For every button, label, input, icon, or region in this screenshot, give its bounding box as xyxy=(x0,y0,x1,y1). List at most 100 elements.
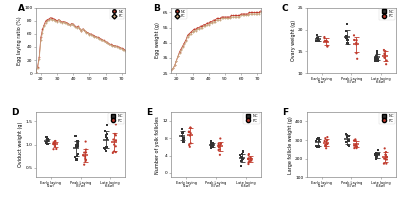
Point xyxy=(217,143,224,146)
Point xyxy=(373,154,380,157)
Point xyxy=(382,158,389,161)
Point xyxy=(344,134,350,137)
Point xyxy=(314,146,320,149)
Point xyxy=(238,159,245,162)
Legend: NC, PC: NC, PC xyxy=(243,113,260,124)
Legend: NC, PC: NC, PC xyxy=(110,9,124,19)
Point xyxy=(345,38,352,42)
Point xyxy=(186,143,192,147)
Text: D: D xyxy=(11,108,18,117)
Point xyxy=(45,139,52,142)
Point xyxy=(345,143,351,147)
Point xyxy=(324,44,331,47)
Point xyxy=(351,144,357,147)
Point xyxy=(344,38,350,42)
Point xyxy=(352,139,359,142)
Point xyxy=(111,143,117,146)
Point xyxy=(187,134,193,137)
Point xyxy=(343,35,350,38)
Y-axis label: Large follicle weight (g): Large follicle weight (g) xyxy=(288,116,293,174)
Point xyxy=(82,159,89,163)
Point xyxy=(315,40,322,43)
Point xyxy=(315,144,322,148)
Point xyxy=(52,139,58,143)
Point xyxy=(374,59,381,62)
Text: B: B xyxy=(154,4,160,13)
Point xyxy=(239,152,245,156)
Point xyxy=(323,39,330,43)
Point xyxy=(83,151,89,154)
Point xyxy=(354,57,360,60)
Point xyxy=(239,158,245,161)
Y-axis label: Ovary weight (g): Ovary weight (g) xyxy=(291,20,296,61)
Point xyxy=(240,158,246,161)
Point xyxy=(180,131,186,135)
Point xyxy=(81,163,87,166)
Point xyxy=(351,147,358,150)
Point xyxy=(375,148,382,151)
Point xyxy=(102,148,108,151)
Point xyxy=(82,157,88,161)
Point xyxy=(74,144,81,147)
Point xyxy=(112,145,119,148)
Point xyxy=(374,153,380,157)
Point xyxy=(313,39,320,43)
Point xyxy=(113,134,119,137)
Point xyxy=(180,131,186,134)
Point xyxy=(83,148,89,151)
Point xyxy=(353,147,360,150)
Point xyxy=(50,148,57,151)
Y-axis label: Egg weight (g): Egg weight (g) xyxy=(155,22,160,58)
Point xyxy=(314,37,320,40)
Point xyxy=(44,136,50,139)
Point xyxy=(314,34,320,37)
Point xyxy=(51,143,57,146)
Point xyxy=(374,155,380,158)
Point xyxy=(73,158,80,161)
Point xyxy=(180,137,186,140)
Point xyxy=(382,56,388,59)
Point xyxy=(352,38,358,42)
Point xyxy=(45,138,52,141)
Point xyxy=(74,152,81,156)
Point xyxy=(384,158,390,161)
Point xyxy=(324,139,330,142)
Point xyxy=(188,132,194,135)
Point xyxy=(80,154,86,157)
Point xyxy=(372,55,379,58)
Legend: NC, PC: NC, PC xyxy=(172,9,187,19)
Point xyxy=(104,133,110,136)
Point xyxy=(44,142,50,145)
Point xyxy=(209,141,216,144)
Point xyxy=(381,52,388,55)
Point xyxy=(345,139,352,143)
Point xyxy=(343,140,349,143)
Legend: NC, PC: NC, PC xyxy=(108,113,124,124)
Point xyxy=(324,142,330,146)
Point xyxy=(351,139,358,142)
Point xyxy=(101,146,108,150)
Point xyxy=(245,157,252,161)
Point xyxy=(383,162,390,165)
Point xyxy=(217,153,223,156)
Point xyxy=(110,138,116,141)
Point xyxy=(314,40,321,43)
Point xyxy=(313,139,320,143)
Point xyxy=(216,148,223,151)
Point xyxy=(382,53,388,56)
Point xyxy=(186,130,192,133)
Point xyxy=(352,143,359,146)
Point xyxy=(186,130,192,134)
Point xyxy=(374,153,380,156)
Point xyxy=(113,123,119,126)
Point xyxy=(208,142,214,146)
Point xyxy=(381,162,387,165)
Point xyxy=(210,143,216,146)
Point xyxy=(323,140,330,143)
Point xyxy=(104,137,110,140)
Point xyxy=(344,22,350,26)
Point xyxy=(82,140,89,143)
Point xyxy=(179,128,185,131)
Point xyxy=(382,50,388,53)
Point xyxy=(180,139,186,142)
